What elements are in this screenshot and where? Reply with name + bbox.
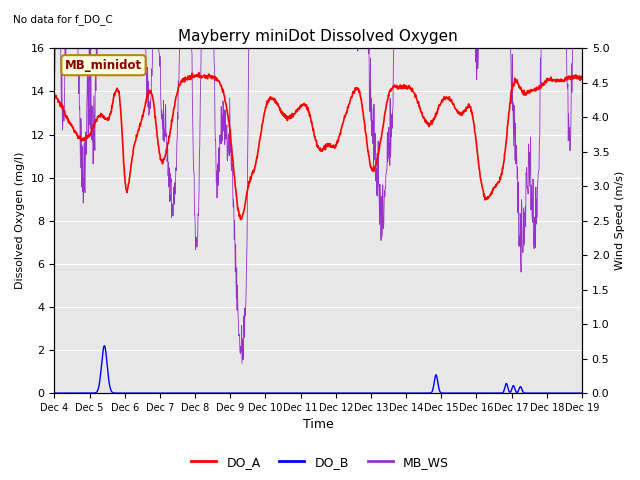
Text: MB_minidot: MB_minidot bbox=[65, 59, 142, 72]
Y-axis label: Dissolved Oxygen (mg/l): Dissolved Oxygen (mg/l) bbox=[15, 152, 25, 289]
Y-axis label: Wind Speed (m/s): Wind Speed (m/s) bbox=[615, 171, 625, 270]
Legend: DO_A, DO_B, MB_WS: DO_A, DO_B, MB_WS bbox=[186, 451, 454, 474]
Text: No data for f_DO_C: No data for f_DO_C bbox=[13, 14, 113, 25]
Title: Mayberry miniDot Dissolved Oxygen: Mayberry miniDot Dissolved Oxygen bbox=[179, 29, 458, 44]
X-axis label: Time: Time bbox=[303, 419, 333, 432]
